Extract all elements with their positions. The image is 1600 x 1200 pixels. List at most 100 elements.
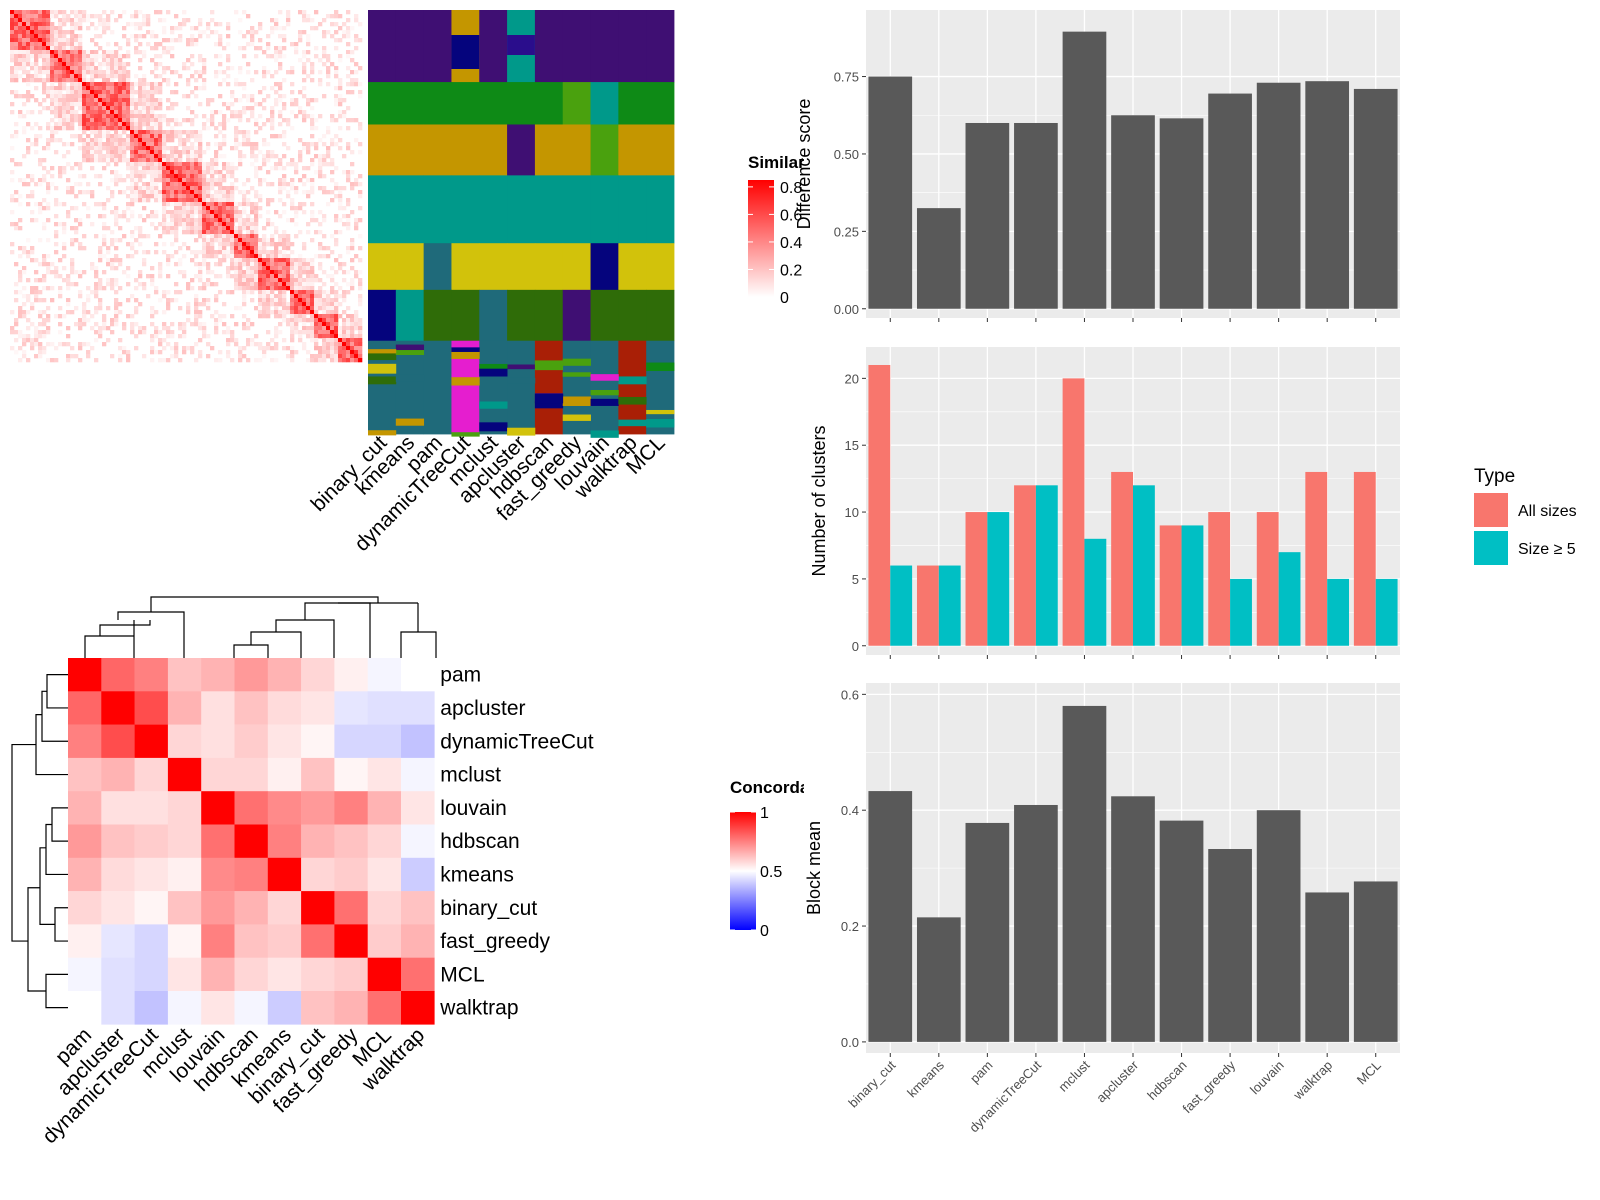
similarity-cell	[86, 94, 91, 99]
similarity-cell	[358, 150, 363, 155]
similarity-cell	[338, 302, 343, 307]
similarity-cell	[358, 38, 363, 43]
similarity-cell	[334, 294, 339, 299]
similarity-cell	[114, 122, 119, 127]
similarity-cell	[130, 166, 135, 171]
similarity-cell	[122, 114, 127, 119]
similarity-cell	[326, 322, 331, 327]
similarity-cell	[230, 218, 235, 223]
similarity-cell	[94, 134, 99, 139]
similarity-cell	[142, 354, 147, 359]
similarity-cell	[138, 150, 143, 155]
similarity-cell	[106, 162, 111, 167]
similarity-cell	[90, 62, 95, 67]
similarity-cell	[130, 202, 135, 207]
similarity-cell	[286, 190, 291, 195]
similarity-cell	[214, 30, 219, 35]
similarity-cell	[198, 54, 203, 59]
similarity-cell	[70, 18, 75, 23]
similarity-cell	[38, 34, 43, 39]
bar-x-label: fast_greedy	[1180, 1057, 1239, 1116]
similarity-cell	[134, 310, 139, 315]
concordance-cell	[334, 724, 368, 759]
similarity-cell	[22, 94, 27, 99]
similarity-cell	[142, 166, 147, 171]
similarity-cell	[198, 250, 203, 255]
similarity-cell	[30, 142, 35, 147]
similarity-cell	[62, 66, 67, 71]
similarity-cell	[174, 342, 179, 347]
similarity-cell	[50, 138, 55, 143]
similarity-cell	[122, 10, 127, 15]
similarity-cell	[302, 242, 307, 247]
similarity-cell	[226, 166, 231, 171]
similarity-cell	[50, 358, 55, 363]
similarity-cell	[214, 142, 219, 147]
concordance-cell	[401, 857, 435, 892]
similarity-cell	[178, 182, 183, 187]
similarity-cell	[342, 322, 347, 327]
similarity-cell	[214, 158, 219, 163]
similarity-cell	[310, 322, 315, 327]
similarity-cell	[70, 166, 75, 171]
similarity-cell	[250, 234, 255, 239]
similarity-cell	[294, 326, 299, 331]
similarity-cell	[22, 62, 27, 67]
similarity-cell	[138, 82, 143, 87]
cluster-cell	[368, 430, 397, 436]
similarity-cell	[254, 54, 259, 59]
cluster-cell	[507, 340, 536, 435]
similarity-cell	[94, 138, 99, 143]
similarity-cell	[190, 194, 195, 199]
similarity-cell	[46, 238, 51, 243]
bar	[1159, 525, 1182, 646]
similarity-cell	[130, 210, 135, 215]
similarity-cell	[138, 226, 143, 231]
similarity-cell	[214, 190, 219, 195]
similarity-cell	[350, 354, 355, 359]
similarity-cell	[194, 342, 199, 347]
similarity-cell	[210, 166, 215, 171]
similarity-cell	[94, 234, 99, 239]
similarity-cell	[254, 46, 259, 51]
similarity-cell	[346, 246, 351, 251]
similarity-cell	[278, 298, 283, 303]
similarity-cell	[262, 154, 267, 159]
similarity-cell	[254, 286, 259, 291]
similarity-cell	[310, 358, 315, 363]
similarity-cell	[250, 26, 255, 31]
similarity-cell	[130, 142, 135, 147]
similarity-cell	[110, 102, 115, 107]
similarity-cell	[270, 134, 275, 139]
cluster-cell	[562, 124, 591, 176]
similarity-cell	[102, 214, 107, 219]
similarity-cell	[166, 46, 171, 51]
similarity-cell	[350, 118, 355, 123]
similarity-cell	[190, 182, 195, 187]
similarity-cell	[50, 74, 55, 79]
similarity-cell	[234, 166, 239, 171]
bar	[1256, 82, 1301, 309]
similarity-cell	[90, 290, 95, 295]
similarity-cell	[154, 102, 159, 107]
similarity-cell	[258, 294, 263, 299]
similarity-cell	[30, 286, 35, 291]
similarity-cell	[302, 298, 307, 303]
similarity-cell	[358, 270, 363, 275]
similarity-cell	[206, 342, 211, 347]
similarity-cell	[218, 274, 223, 279]
similarity-cell	[214, 22, 219, 27]
similarity-cell	[90, 138, 95, 143]
similarity-cell	[166, 194, 171, 199]
similarity-cell	[118, 106, 123, 111]
similarity-cell	[34, 58, 39, 63]
similarity-cell	[130, 82, 135, 87]
similarity-cell	[254, 202, 259, 207]
similarity-cell	[318, 170, 323, 175]
similarity-cell	[118, 238, 123, 243]
concordance-cell	[101, 991, 135, 1025]
similarity-cell	[30, 306, 35, 311]
similarity-cell	[50, 130, 55, 135]
similarity-cell	[114, 126, 119, 131]
similarity-cell	[134, 166, 139, 171]
